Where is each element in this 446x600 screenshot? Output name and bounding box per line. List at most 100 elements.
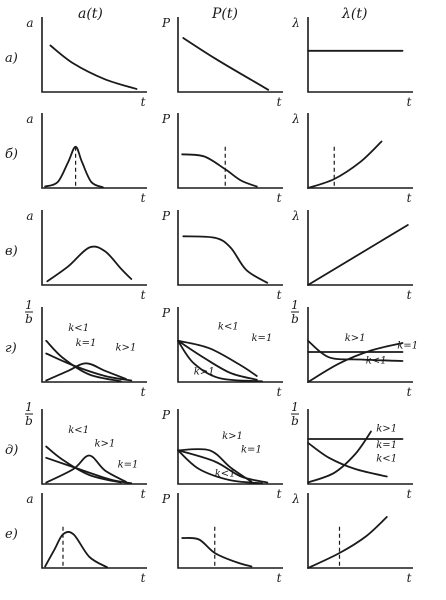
curve-2 (307, 339, 404, 362)
t-axis-label: t (277, 385, 282, 399)
panel-r4-c2: 1b t k>1 k=1 k<1 (291, 400, 413, 501)
y-axis-label-denominator: b (291, 312, 299, 326)
curve-0 (307, 224, 409, 286)
axes (41, 493, 147, 569)
curve-0 (181, 537, 253, 568)
t-axis-label: t (277, 487, 282, 501)
y-axis-label: P (161, 16, 171, 30)
axes (307, 113, 413, 189)
t-axis-label: t (141, 385, 146, 399)
t-axis-label: t (277, 191, 282, 205)
curve-1 (177, 339, 258, 381)
t-axis-label: t (407, 487, 412, 501)
curve-label: k<1 (366, 355, 387, 366)
axes (41, 17, 147, 93)
t-axis-label: t (277, 288, 282, 302)
t-axis-label: t (407, 571, 412, 585)
curve-2 (45, 362, 127, 382)
curve-label: k<1 (68, 425, 89, 436)
axes (307, 17, 413, 93)
curve-1 (45, 352, 133, 382)
y-axis-label: P (161, 209, 171, 223)
curve-0 (44, 145, 104, 189)
t-axis-label: t (407, 288, 412, 302)
panel-r1-c2: λt (291, 112, 413, 205)
y-axis-label: a (26, 112, 33, 126)
curve-0 (307, 516, 388, 569)
t-axis-label: t (407, 385, 412, 399)
t-axis-label: t (407, 95, 412, 109)
curve-label: k=1 (376, 440, 397, 451)
y-axis-label-denominator: b (291, 414, 299, 428)
curve-label: k>1 (345, 333, 366, 344)
panel-r0-c0: at (26, 16, 147, 109)
axes (177, 17, 283, 93)
curve-0 (307, 342, 404, 383)
panel-r5-c0: at (26, 492, 147, 585)
axes (41, 113, 147, 189)
panel-r2-c1: Pt (161, 209, 283, 302)
axes (41, 307, 147, 383)
row-label: г) (5, 341, 17, 356)
y-axis-label: λ (291, 492, 300, 506)
y-axis-label: λ (291, 16, 300, 30)
curve-label: k>1 (116, 343, 137, 354)
y-axis-label: P (161, 492, 171, 506)
panel-r4-c0: 1b t k<1 k>1k=1 (25, 400, 147, 501)
curve-1 (177, 449, 269, 484)
curve-1 (307, 430, 372, 484)
curve-label: k=1 (76, 338, 97, 349)
y-axis-label-numerator: 1 (291, 298, 299, 312)
y-axis-label: λ (291, 112, 300, 126)
row-label: а) (5, 51, 18, 66)
y-axis-label: a (26, 209, 33, 223)
curve-label: k=1 (118, 460, 139, 471)
curve-0 (181, 153, 258, 188)
curve-2 (45, 456, 133, 485)
panel-r1-c0: at (26, 112, 147, 205)
panel-r2-c0: at (26, 209, 147, 302)
curve-label: k>1 (194, 367, 215, 378)
axes (177, 409, 283, 485)
panel-r3-c2: 1b t k>1 k=1 k<1 (291, 298, 418, 399)
curve-1 (45, 454, 127, 484)
t-axis-label: t (141, 191, 146, 205)
panel-r0-c2: λt (291, 16, 413, 109)
panel-r2-c2: λt (291, 209, 413, 302)
row-label: е) (5, 527, 18, 542)
row-label: в) (5, 244, 18, 259)
t-axis-label: t (141, 288, 146, 302)
curve-label: k=1 (252, 333, 273, 344)
t-axis-label: t (141, 487, 146, 501)
axes (177, 113, 283, 189)
t-axis-label: t (141, 95, 146, 109)
y-axis-label-denominator: b (25, 414, 33, 428)
curve-2 (177, 339, 263, 383)
axes (307, 210, 413, 286)
panel-r0-c1: Pt (161, 16, 283, 109)
curve-0 (49, 44, 138, 90)
y-axis-label-numerator: 1 (291, 400, 299, 414)
axes (307, 409, 413, 485)
y-axis-label-denominator: b (25, 312, 33, 326)
column-header-0: a(t) (78, 6, 103, 22)
column-header-1: P(t) (211, 6, 238, 22)
curve-0 (307, 140, 383, 189)
curve-label: k<1 (68, 323, 89, 334)
y-axis-label: a (26, 16, 33, 30)
curve-label: k>1 (222, 431, 243, 442)
y-axis-label: λ (291, 209, 300, 223)
axes (41, 409, 147, 485)
curve-0 (44, 531, 108, 569)
panel-r5-c2: λt (291, 492, 413, 585)
panel-r5-c1: Pt (161, 492, 283, 585)
curve-label: k<1 (215, 469, 236, 480)
t-axis-label: t (277, 571, 282, 585)
curve-label: k=1 (241, 445, 262, 456)
axes (177, 210, 283, 286)
